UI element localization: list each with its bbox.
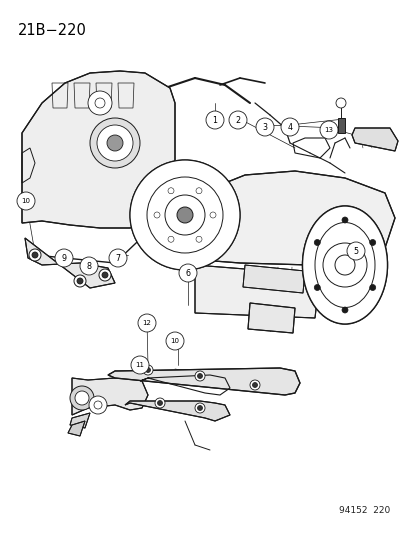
Text: 94152  220: 94152 220	[338, 506, 389, 515]
Polygon shape	[337, 118, 344, 133]
Circle shape	[94, 401, 102, 409]
Polygon shape	[70, 413, 90, 428]
Circle shape	[102, 272, 108, 278]
Polygon shape	[351, 128, 397, 151]
Polygon shape	[195, 265, 319, 318]
Circle shape	[209, 212, 216, 218]
Text: 6: 6	[185, 269, 190, 278]
Circle shape	[90, 118, 140, 168]
Circle shape	[206, 111, 223, 129]
Circle shape	[130, 160, 240, 270]
Text: 11: 11	[135, 362, 144, 368]
Circle shape	[142, 365, 153, 375]
Circle shape	[17, 192, 35, 210]
Circle shape	[166, 332, 183, 350]
Polygon shape	[68, 421, 85, 436]
Ellipse shape	[302, 206, 387, 324]
Circle shape	[195, 371, 204, 381]
Circle shape	[89, 396, 107, 414]
Circle shape	[319, 121, 337, 139]
Text: 10: 10	[21, 198, 31, 204]
Circle shape	[197, 374, 202, 378]
Text: 10: 10	[170, 338, 179, 344]
Text: 3: 3	[262, 123, 267, 132]
Circle shape	[74, 275, 86, 287]
Text: 4: 4	[287, 123, 292, 132]
Circle shape	[195, 188, 202, 194]
Text: 9: 9	[61, 254, 66, 262]
Circle shape	[32, 252, 38, 258]
Circle shape	[195, 236, 202, 243]
Polygon shape	[125, 401, 230, 421]
Text: 21B−220: 21B−220	[18, 23, 87, 38]
Polygon shape	[22, 71, 175, 228]
Circle shape	[178, 264, 197, 282]
Circle shape	[145, 367, 150, 373]
Text: 1: 1	[212, 116, 217, 125]
Circle shape	[29, 249, 41, 261]
Circle shape	[107, 135, 123, 151]
Polygon shape	[247, 303, 294, 333]
Circle shape	[346, 242, 364, 260]
Circle shape	[195, 403, 204, 413]
Circle shape	[154, 398, 165, 408]
Polygon shape	[25, 238, 115, 288]
Polygon shape	[165, 171, 394, 265]
Circle shape	[255, 118, 273, 136]
Circle shape	[147, 177, 223, 253]
Circle shape	[154, 212, 159, 218]
Circle shape	[335, 98, 345, 108]
Circle shape	[369, 285, 375, 290]
Circle shape	[80, 257, 98, 275]
Text: 12: 12	[142, 320, 151, 326]
Circle shape	[249, 380, 259, 390]
Circle shape	[99, 269, 111, 281]
Circle shape	[252, 383, 257, 387]
Circle shape	[313, 285, 320, 290]
Circle shape	[95, 98, 105, 108]
Circle shape	[157, 400, 162, 406]
Circle shape	[109, 249, 127, 267]
Polygon shape	[72, 378, 147, 415]
Circle shape	[197, 406, 202, 410]
Circle shape	[131, 356, 149, 374]
Circle shape	[168, 188, 173, 194]
Circle shape	[369, 239, 375, 246]
Circle shape	[341, 307, 347, 313]
Circle shape	[228, 111, 247, 129]
Text: 8: 8	[86, 262, 91, 271]
Circle shape	[341, 217, 347, 223]
Circle shape	[70, 386, 94, 410]
Polygon shape	[108, 368, 299, 395]
Text: 2: 2	[235, 116, 240, 125]
Text: 7: 7	[115, 254, 120, 262]
Circle shape	[77, 278, 83, 284]
Circle shape	[168, 236, 173, 243]
Circle shape	[313, 239, 320, 246]
Circle shape	[177, 207, 192, 223]
Circle shape	[55, 249, 73, 267]
Ellipse shape	[302, 206, 387, 324]
Circle shape	[88, 91, 112, 115]
Polygon shape	[242, 265, 304, 293]
Ellipse shape	[314, 222, 374, 308]
Circle shape	[97, 125, 133, 161]
Circle shape	[75, 391, 89, 405]
Circle shape	[322, 243, 366, 287]
Circle shape	[334, 255, 354, 275]
Circle shape	[280, 118, 298, 136]
Text: 13: 13	[324, 127, 333, 133]
Text: 5: 5	[353, 246, 358, 255]
Circle shape	[165, 195, 204, 235]
Circle shape	[130, 160, 240, 270]
Circle shape	[138, 314, 156, 332]
